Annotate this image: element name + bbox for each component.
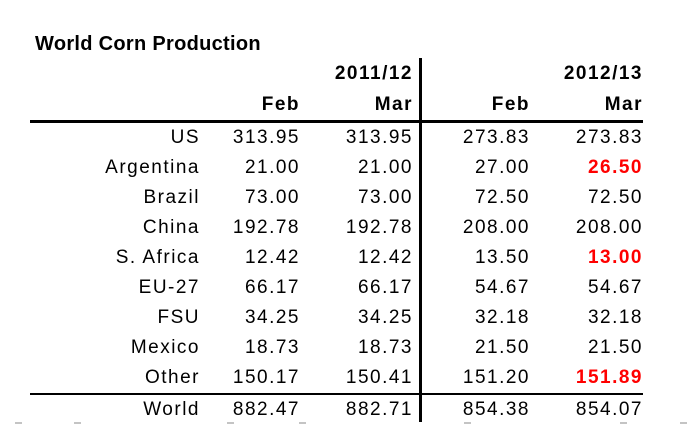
cell: 151.89: [575, 367, 643, 388]
cell: 66.17: [244, 277, 300, 298]
cell: 273.83: [462, 127, 530, 148]
cell: 313.95: [345, 127, 413, 148]
cell: 73.00: [357, 187, 413, 208]
table-row-other: Other 150.17 150.41 151.20 151.89: [30, 363, 643, 393]
row-label: US: [170, 127, 200, 148]
row-label: FSU: [157, 307, 200, 328]
row-label: Argentina: [105, 157, 200, 178]
cell: 21.00: [357, 157, 413, 178]
gridline-tick: [299, 422, 306, 424]
table-row-us: US 313.95 313.95 273.83 273.83: [30, 123, 643, 153]
table-row-argentina: Argentina 21.00 21.00 27.00 26.50: [30, 153, 643, 183]
cell: 32.18: [587, 307, 643, 328]
row-label: Brazil: [143, 187, 200, 208]
gridline-tick: [74, 422, 81, 424]
cell: 192.78: [232, 217, 300, 238]
cell: 73.00: [244, 187, 300, 208]
col-header-feb-1112: Feb: [261, 93, 300, 115]
year-group-2011-12: 2011/12: [334, 62, 413, 84]
cell: 192.78: [345, 217, 413, 238]
cell: 72.50: [474, 187, 530, 208]
gridline-tick: [620, 422, 627, 424]
cell: 150.17: [232, 367, 300, 388]
cell: 18.73: [244, 337, 300, 358]
cell: 854.07: [575, 399, 643, 420]
gridline-tick: [227, 422, 234, 424]
row-label: China: [142, 217, 200, 238]
cell: 854.38: [462, 399, 530, 420]
table-row-world-total: World 882.47 882.71 854.38 854.07: [30, 393, 643, 425]
row-label: World: [143, 399, 200, 420]
cell: 54.67: [474, 277, 530, 298]
cell: 12.42: [357, 247, 413, 268]
row-label: Other: [144, 367, 200, 388]
cell: 150.41: [345, 367, 413, 388]
table-row-eu27: EU-27 66.17 66.17 54.67 54.67: [30, 273, 643, 303]
table-row-fsu: FSU 34.25 34.25 32.18 32.18: [30, 303, 643, 333]
table-row-china: China 192.78 192.78 208.00 208.00: [30, 213, 643, 243]
cell: 54.67: [587, 277, 643, 298]
year-group-2012-13: 2012/13: [563, 62, 643, 84]
cell: 21.50: [474, 337, 530, 358]
table-row-s-africa: S. Africa 12.42 12.42 13.50 13.00: [30, 243, 643, 273]
cell: 313.95: [232, 127, 300, 148]
cell: 26.50: [587, 157, 643, 178]
gridline-tick: [15, 422, 22, 424]
cell: 13.00: [587, 247, 643, 268]
cell: 882.71: [345, 399, 413, 420]
year-group-divider: [419, 58, 422, 422]
row-label: Mexico: [130, 337, 200, 358]
cell: 21.50: [587, 337, 643, 358]
table-row-brazil: Brazil 73.00 73.00 72.50 72.50: [30, 183, 643, 213]
cell: 34.25: [357, 307, 413, 328]
gridline-tick: [680, 422, 687, 424]
cell: 12.42: [244, 247, 300, 268]
cell: 208.00: [462, 217, 530, 238]
cell: 21.00: [244, 157, 300, 178]
year-header-row: 2011/12 2012/13: [30, 58, 643, 89]
cell: 34.25: [244, 307, 300, 328]
table-title: World Corn Production: [35, 33, 261, 55]
cell: 18.73: [357, 337, 413, 358]
row-label: EU-27: [138, 277, 200, 298]
col-header-mar-1213: Mar: [604, 93, 643, 115]
cell: 13.50: [474, 247, 530, 268]
cell: 151.20: [462, 367, 530, 388]
col-header-mar-1112: Mar: [374, 93, 413, 115]
cell: 72.50: [587, 187, 643, 208]
cell: 882.47: [232, 399, 300, 420]
cell: 208.00: [575, 217, 643, 238]
cell: 32.18: [474, 307, 530, 328]
month-header-row: Feb Mar Feb Mar: [30, 89, 643, 123]
cell: 273.83: [575, 127, 643, 148]
row-label: S. Africa: [115, 247, 200, 268]
gridline-tick: [464, 422, 471, 424]
corn-production-table: 2011/12 2012/13 Feb Mar Feb Mar US 313.9…: [30, 58, 643, 425]
cell: 27.00: [474, 157, 530, 178]
table-row-mexico: Mexico 18.73 18.73 21.50 21.50: [30, 333, 643, 363]
col-header-feb-1213: Feb: [491, 93, 530, 115]
cell: 66.17: [357, 277, 413, 298]
